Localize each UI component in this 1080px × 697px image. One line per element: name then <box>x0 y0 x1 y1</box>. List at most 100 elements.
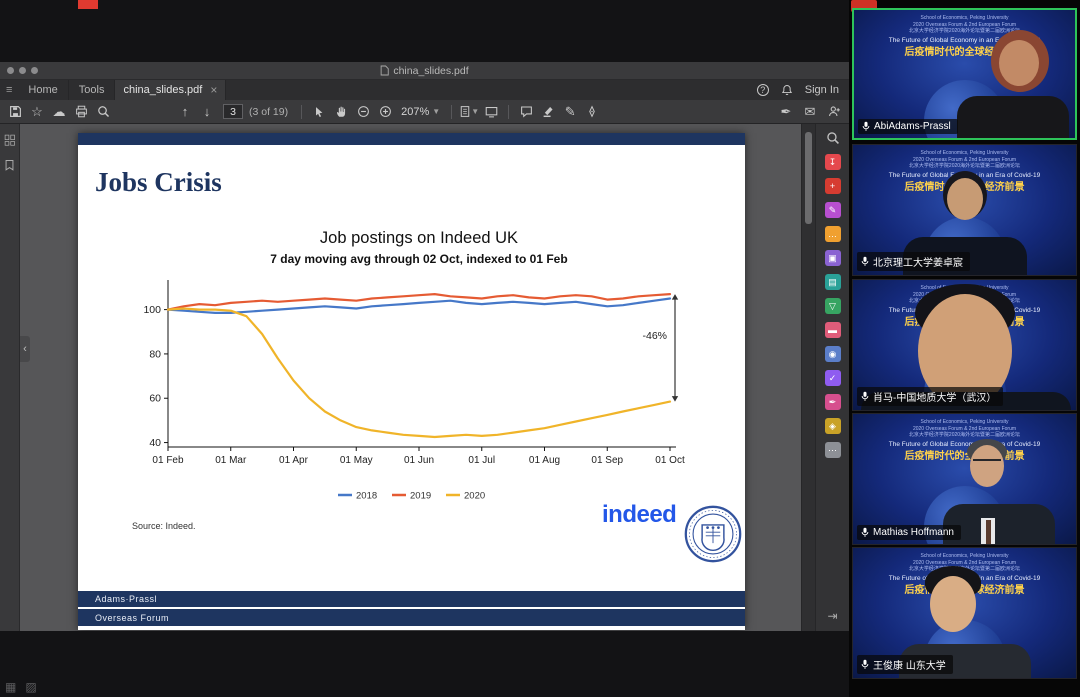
acrobat-toolbar: ☆ ☁ ↑ ↓ 3 (3 of 19) 207% ▼ ▼ ✎ ✒ <box>0 100 849 124</box>
combine-files-icon[interactable]: ▣ <box>824 250 841 266</box>
svg-text:01 Oct: 01 Oct <box>655 455 685 466</box>
svg-text:01 Mar: 01 Mar <box>215 455 247 466</box>
participant-name-badge: 肖马-中国地质大学（武汉） <box>857 387 1004 406</box>
email-icon[interactable]: ✉ <box>804 103 816 119</box>
jobs-chart: 40 60 80 100 01 Feb 01 Mar 01 Apr 01 May 01 Jun 0… <box>143 280 685 502</box>
page-thumbnails-icon[interactable] <box>4 134 16 146</box>
print-icon[interactable] <box>71 102 91 122</box>
sign-icon[interactable] <box>582 102 602 122</box>
close-tab-icon[interactable]: × <box>210 83 218 97</box>
page-count-label: (3 of 19) <box>249 105 289 118</box>
request-signatures-icon[interactable]: ✒ <box>824 394 841 410</box>
conference-slide-line: 后疫情时代的全球经济前景 <box>904 46 1025 58</box>
fill-sign-pen-icon[interactable]: ✒ <box>780 103 792 119</box>
share-icon[interactable] <box>824 102 844 122</box>
conference-slide-line: School of Economics, Peking University <box>920 15 1009 21</box>
video-tile-4[interactable]: School of Economics, Peking University 20… <box>852 413 1077 545</box>
search-tool-icon[interactable] <box>825 130 841 146</box>
indeed-logo: indeed <box>602 501 677 528</box>
edit-pdf-icon[interactable]: ✎ <box>824 202 841 218</box>
compress-pdf-icon[interactable]: ▽ <box>824 298 841 314</box>
acrobat-window: china_slides.pdf ≡ Home Tools china_slid… <box>0 62 849 631</box>
svg-text:01 Sep: 01 Sep <box>591 455 623 466</box>
highlight-icon[interactable] <box>538 102 558 122</box>
notifications-bell-icon[interactable] <box>781 84 793 96</box>
stamp-icon[interactable]: ◈ <box>824 418 841 434</box>
next-page-button[interactable]: ↓ <box>203 104 211 119</box>
svg-text:-46%: -46% <box>642 330 667 342</box>
help-icon[interactable]: ? <box>756 84 769 96</box>
menu-icon[interactable]: ≡ <box>6 84 13 96</box>
svg-text:2018: 2018 <box>356 491 377 502</box>
zoom-level-value: 207% <box>401 105 430 118</box>
window-title: china_slides.pdf <box>393 64 469 77</box>
desktop-icon-1[interactable]: ▦ <box>5 680 17 694</box>
window-titlebar: china_slides.pdf <box>0 62 849 80</box>
tab-document[interactable]: china_slides.pdf × <box>115 80 227 100</box>
zoom-out-button[interactable] <box>353 102 373 122</box>
participant-name: 北京理工大学姜卓宸 <box>873 258 963 269</box>
conference-slide-line: The Future of Global Economy in an Era o… <box>888 440 1041 448</box>
organize-pages-icon[interactable]: ▤ <box>824 274 841 290</box>
zoom-in-button[interactable] <box>375 102 395 122</box>
previous-page-button[interactable]: ↑ <box>181 104 189 119</box>
cloud-upload-icon[interactable]: ☁ <box>52 103 66 119</box>
svg-text:01 Feb: 01 Feb <box>152 455 184 466</box>
collapse-panel-chevron[interactable]: ‹ <box>20 336 30 362</box>
video-tile-2[interactable]: School of Economics, Peking University 20… <box>852 144 1077 276</box>
desktop-icon-2[interactable]: ▨ <box>25 680 37 694</box>
slide-footer-author: Adams·Prassl <box>78 591 745 607</box>
participant-name-badge: Mathias Hoffmann <box>857 525 961 540</box>
redact-icon[interactable]: ▬ <box>824 322 841 338</box>
protect-icon[interactable]: ◉ <box>824 346 841 362</box>
oxford-crest-logo <box>684 505 742 563</box>
mic-icon <box>861 391 869 402</box>
svg-text:01 Apr: 01 Apr <box>279 455 309 466</box>
sign-in-button[interactable]: Sign In <box>804 84 839 96</box>
hand-tool-icon[interactable] <box>331 102 351 122</box>
mic-icon <box>861 527 869 538</box>
svg-text:80: 80 <box>149 348 161 360</box>
page-view-button[interactable]: ▼ <box>459 102 479 122</box>
presentation-mode-icon[interactable] <box>481 102 501 122</box>
select-tool-icon[interactable] <box>309 102 329 122</box>
conference-slide-line: School of Economics, Peking University <box>920 419 1009 425</box>
mic-icon <box>862 121 870 132</box>
page-number-input[interactable]: 3 <box>223 104 243 119</box>
svg-text:60: 60 <box>149 393 161 405</box>
tab-home[interactable]: Home <box>18 80 69 100</box>
bookmarks-icon[interactable] <box>4 159 15 171</box>
video-tile-1[interactable]: School of Economics, Peking University 20… <box>852 8 1077 140</box>
svg-text:100: 100 <box>143 304 161 316</box>
screen-recording-indicator[interactable] <box>78 0 98 9</box>
more-tools-icon[interactable]: ⋯ <box>824 442 841 458</box>
star-icon[interactable]: ☆ <box>31 103 43 119</box>
participant-name-badge: 北京理工大学姜卓宸 <box>857 252 970 271</box>
fill-and-sign-icon[interactable]: ✓ <box>824 370 841 386</box>
zoom-level-select[interactable]: 207% ▼ <box>401 105 441 118</box>
save-icon[interactable] <box>5 102 25 122</box>
conference-slide-line: 北京大学经济学院2020海外论坛暨第二届欧洲论坛 <box>908 432 1021 438</box>
export-pdf-icon[interactable]: ↧ <box>824 154 841 170</box>
window-controls[interactable] <box>7 67 38 74</box>
video-tile-5[interactable]: School of Economics, Peking University 20… <box>852 547 1077 679</box>
conference-slide-line: The Future of Global Economy in an Era o… <box>888 36 1041 44</box>
vertical-scrollbar[interactable] <box>801 124 815 631</box>
tab-tools[interactable]: Tools <box>69 80 116 100</box>
video-tile-3[interactable]: School of Economics, Peking University20… <box>852 279 1077 411</box>
scrollbar-thumb[interactable] <box>805 132 812 224</box>
document-icon <box>380 65 390 76</box>
draw-icon[interactable]: ✎ <box>564 103 576 119</box>
create-pdf-icon[interactable]: + <box>824 178 841 194</box>
conference-slide-line: 后疫情时代的全球经济前景 <box>904 450 1025 462</box>
conference-slide-line: School of Economics, Peking University <box>920 553 1009 559</box>
comment-icon[interactable] <box>516 102 536 122</box>
open-tools-pane-icon[interactable]: ⇥ <box>827 609 838 623</box>
svg-text:01 Jul: 01 Jul <box>468 455 495 466</box>
slide-title: Jobs Crisis <box>95 167 222 197</box>
participant-name: 王俊康 山东大学 <box>873 661 946 672</box>
search-icon[interactable] <box>93 102 113 122</box>
comment-icon[interactable]: … <box>824 226 841 242</box>
participant-name: 肖马-中国地质大学（武汉） <box>873 393 997 404</box>
desktop-taskbar-icons: ▦ ▨ <box>5 680 37 694</box>
